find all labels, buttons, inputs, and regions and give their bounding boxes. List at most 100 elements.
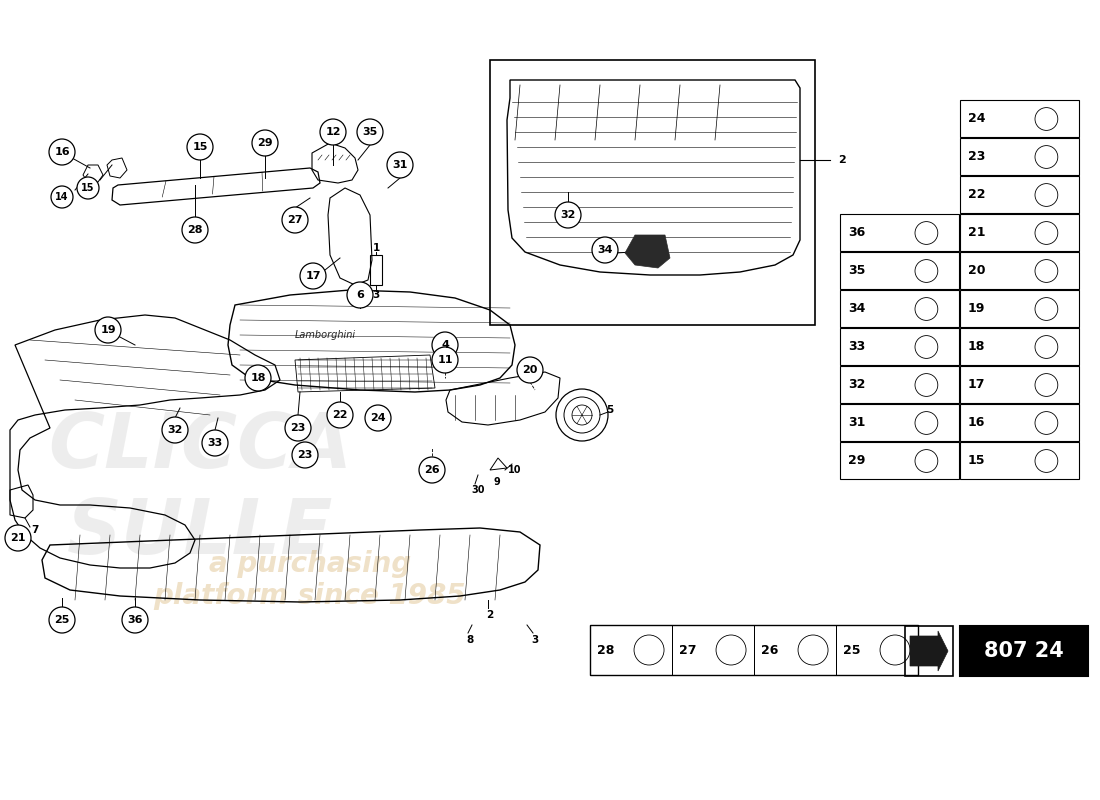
Text: 5: 5 [606,405,614,415]
Text: 16: 16 [968,417,986,430]
Circle shape [282,207,308,233]
Circle shape [1035,108,1058,130]
Circle shape [50,139,75,165]
Circle shape [915,336,938,358]
Circle shape [202,430,228,456]
Text: 21: 21 [968,226,986,239]
Text: 11: 11 [438,355,453,365]
Text: 19: 19 [968,302,986,315]
Text: 28: 28 [187,225,202,235]
Text: 25: 25 [54,615,69,625]
Circle shape [1035,374,1058,396]
Text: 8: 8 [466,635,474,645]
Bar [840,214,959,251]
Text: 28: 28 [597,643,615,657]
Text: 26: 26 [761,643,779,657]
Circle shape [387,152,412,178]
Circle shape [880,635,910,665]
Polygon shape [625,235,670,268]
Circle shape [592,237,618,263]
Text: 36: 36 [128,615,143,625]
Text: 22: 22 [968,189,986,202]
Bar [754,625,836,675]
Text: 807 24: 807 24 [984,641,1064,661]
Text: 27: 27 [287,215,303,225]
Text: 33: 33 [848,341,866,354]
Circle shape [419,457,446,483]
Bar [960,138,1079,175]
Text: 15: 15 [81,183,95,193]
Bar [590,625,672,675]
Circle shape [517,357,543,383]
Text: 24: 24 [968,113,986,126]
Circle shape [187,134,213,160]
Circle shape [95,317,121,343]
Bar [960,442,1079,479]
Text: 19: 19 [100,325,116,335]
Circle shape [564,397,600,433]
Text: 9: 9 [494,477,501,487]
Text: 17: 17 [306,271,321,281]
Circle shape [572,405,592,425]
Text: 27: 27 [679,643,696,657]
Bar [960,366,1079,403]
Circle shape [1035,222,1058,245]
Text: 7: 7 [31,525,38,535]
Bar [905,626,953,676]
Text: 20: 20 [968,265,986,278]
Text: 15: 15 [968,454,986,467]
Circle shape [292,442,318,468]
Circle shape [77,177,99,199]
Text: 23: 23 [297,450,312,460]
Bar [960,214,1079,251]
Bar [840,252,959,289]
Bar [960,252,1079,289]
Circle shape [915,450,938,472]
Circle shape [1035,411,1058,434]
Circle shape [6,525,31,551]
Bar [490,60,815,325]
Bar [840,290,959,327]
Text: 34: 34 [597,245,613,255]
Text: 15: 15 [192,142,208,152]
Text: 31: 31 [393,160,408,170]
Bar [960,100,1079,137]
Text: 36: 36 [848,226,866,239]
Text: 35: 35 [362,127,377,137]
Text: 32: 32 [167,425,183,435]
Circle shape [798,635,828,665]
Text: 26: 26 [425,465,440,475]
Text: 14: 14 [55,192,68,202]
Bar [590,625,918,675]
Circle shape [556,202,581,228]
Circle shape [716,635,746,665]
Circle shape [1035,183,1058,206]
Text: 3: 3 [373,290,380,300]
Circle shape [432,347,458,373]
Text: 2: 2 [838,155,846,165]
Bar [840,328,959,365]
Text: Lamborghini: Lamborghini [295,330,356,340]
Circle shape [556,389,608,441]
Circle shape [1035,259,1058,282]
Circle shape [915,259,938,282]
Bar [840,404,959,441]
Circle shape [1035,450,1058,472]
Text: 20: 20 [522,365,538,375]
Circle shape [327,402,353,428]
Text: 33: 33 [208,438,222,448]
Text: 32: 32 [560,210,575,220]
Bar [960,328,1079,365]
Text: 4: 4 [441,340,449,350]
Bar [840,366,959,403]
Circle shape [162,417,188,443]
Bar [836,625,918,675]
Bar [960,290,1079,327]
Text: 3: 3 [531,635,539,645]
Bar [960,176,1079,213]
Circle shape [320,119,346,145]
Circle shape [1035,336,1058,358]
Text: 6: 6 [356,290,364,300]
Circle shape [358,119,383,145]
Text: 34: 34 [848,302,866,315]
